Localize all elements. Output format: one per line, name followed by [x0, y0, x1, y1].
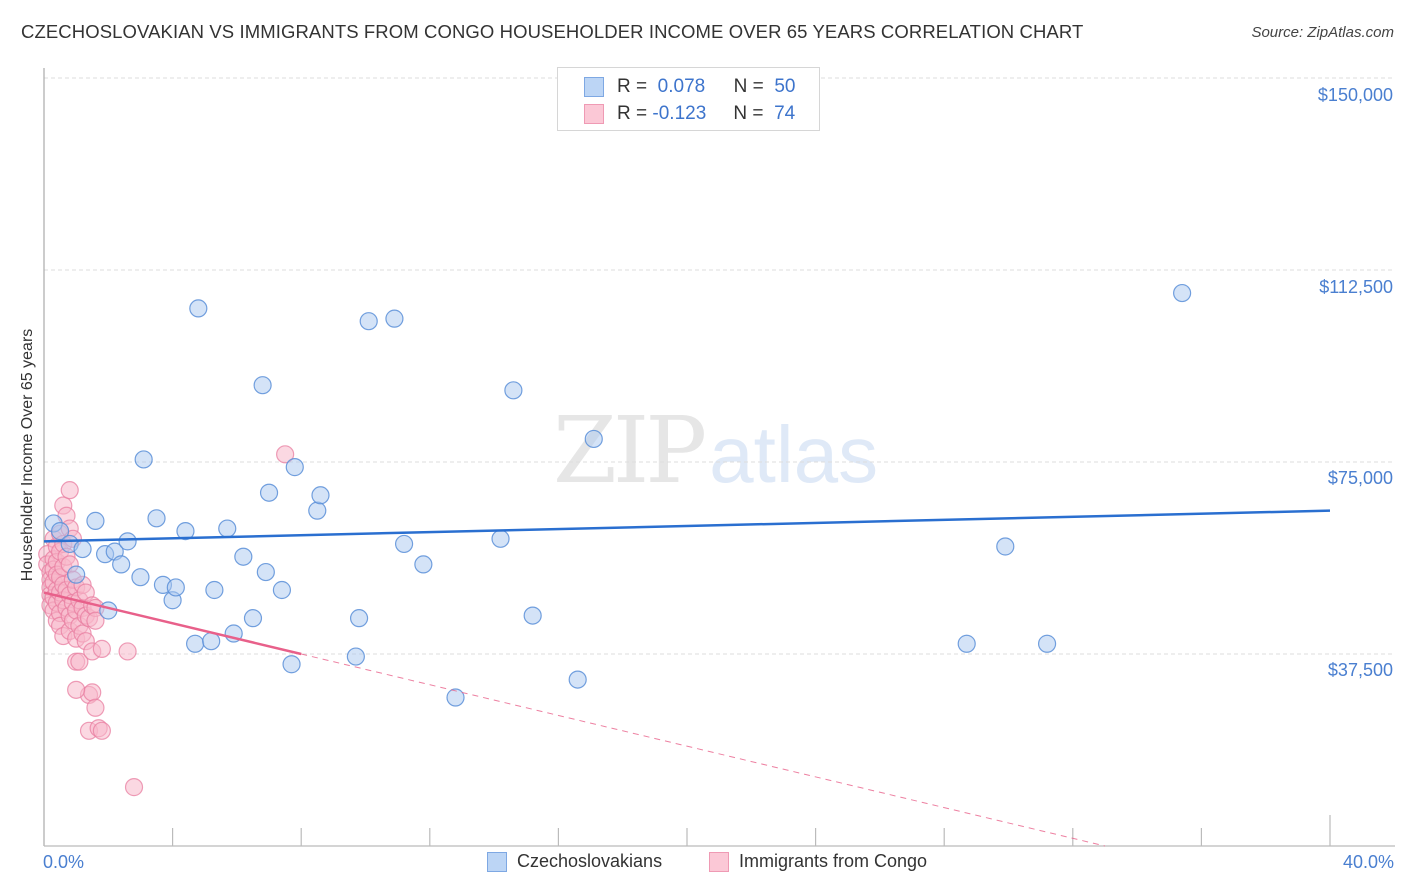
- data-point: [189, 299, 208, 318]
- data-point: [83, 683, 102, 702]
- czechoslovakian-points: [44, 283, 1192, 707]
- data-point: [256, 562, 275, 582]
- data-point: [92, 639, 111, 658]
- data-point: [134, 450, 153, 469]
- watermark-atlas: atlas: [709, 410, 879, 499]
- data-point: [359, 312, 378, 331]
- y-tick-150000: $150,000: [1317, 85, 1393, 105]
- data-point: [67, 680, 86, 699]
- data-point: [1037, 634, 1057, 653]
- x-tick-min: 0.0%: [43, 852, 85, 872]
- watermark-zip: ZIP: [553, 397, 707, 504]
- data-point: [491, 529, 510, 548]
- data-point: [131, 568, 150, 587]
- data-point: [147, 509, 166, 528]
- data-point: [394, 534, 414, 554]
- data-point: [86, 611, 105, 630]
- data-point: [253, 376, 272, 395]
- pink-swatch-icon: [709, 851, 729, 872]
- legend-row-czechoslovakians: R = 0.078 N = 50: [584, 74, 795, 100]
- x-tick-max: 40.0%: [1342, 852, 1394, 872]
- source-label: Source: ZipAtlas.com: [1251, 24, 1394, 41]
- y-tick-37500: $37,500: [1327, 660, 1393, 680]
- data-point: [414, 555, 433, 574]
- r-label: R =: [617, 103, 648, 124]
- y-tick-112500: $112,500: [1319, 277, 1393, 297]
- data-point: [186, 634, 205, 653]
- r-label: R =: [617, 76, 648, 97]
- correlation-legend: R = 0.078 N = 50 R = -0.123 N = 74: [557, 67, 820, 131]
- data-point: [118, 532, 137, 551]
- y-axis-label: Householder Income Over 65 years: [19, 328, 36, 582]
- data-point: [568, 670, 587, 689]
- congo-trend-line: [43, 591, 302, 656]
- data-point: [218, 519, 237, 538]
- data-point: [349, 609, 369, 628]
- n-label: N =: [733, 103, 764, 124]
- data-point: [957, 634, 976, 653]
- legend-label: Immigrants from Congo: [739, 851, 928, 871]
- n-value: 74: [774, 103, 796, 124]
- data-point: [446, 688, 465, 707]
- data-point: [166, 578, 185, 597]
- n-value: 50: [774, 76, 796, 97]
- data-point: [272, 580, 292, 600]
- trend-lines: [43, 509, 1331, 847]
- data-point: [234, 547, 253, 566]
- data-point: [346, 647, 365, 666]
- data-point: [311, 486, 330, 505]
- congo-trend-extension: [301, 653, 1106, 847]
- n-label: N =: [733, 76, 764, 97]
- data-point: [276, 445, 295, 464]
- data-point: [92, 721, 111, 740]
- chart-title: CZECHOSLOVAKIAN VS IMMIGRANTS FROM CONGO…: [21, 21, 1084, 42]
- legend-row-congo: R = -0.123 N = 74: [584, 101, 795, 127]
- data-point: [112, 555, 131, 574]
- data-point: [50, 522, 70, 541]
- data-point: [385, 309, 404, 328]
- zipatlas-watermark: ZIPatlas: [553, 405, 878, 497]
- data-point: [285, 458, 304, 477]
- data-point: [996, 537, 1015, 556]
- data-point: [86, 698, 105, 717]
- data-point: [259, 483, 279, 502]
- data-point: [282, 655, 301, 674]
- czechoslovakian-trend-line: [43, 509, 1331, 543]
- data-point: [70, 652, 89, 671]
- data-point: [124, 778, 144, 797]
- data-point: [504, 381, 523, 400]
- r-value: 0.078: [657, 76, 706, 97]
- blue-swatch-icon: [487, 851, 507, 872]
- data-point: [308, 501, 327, 520]
- gridlines: [44, 77, 1395, 655]
- data-point: [73, 539, 92, 559]
- y-tick-75000: $75,000: [1327, 468, 1393, 488]
- data-point: [205, 580, 224, 600]
- data-point: [118, 642, 137, 661]
- data-point: [86, 511, 105, 530]
- data-point: [60, 481, 79, 500]
- data-point: [523, 606, 542, 625]
- r-value: -0.123: [652, 103, 707, 124]
- blue-swatch-icon: [584, 77, 604, 97]
- legend-item-czechoslovakians[interactable]: Czechoslovakians: [487, 851, 662, 872]
- data-point: [584, 429, 603, 449]
- data-point: [243, 609, 263, 628]
- pink-swatch-icon: [584, 104, 604, 124]
- data-point: [176, 522, 195, 541]
- axes: [43, 68, 1395, 847]
- legend-item-congo[interactable]: Immigrants from Congo: [709, 851, 927, 872]
- data-point: [67, 565, 86, 584]
- legend-label: Czechoslovakians: [517, 851, 663, 871]
- data-point: [202, 632, 221, 651]
- data-point: [1173, 283, 1192, 303]
